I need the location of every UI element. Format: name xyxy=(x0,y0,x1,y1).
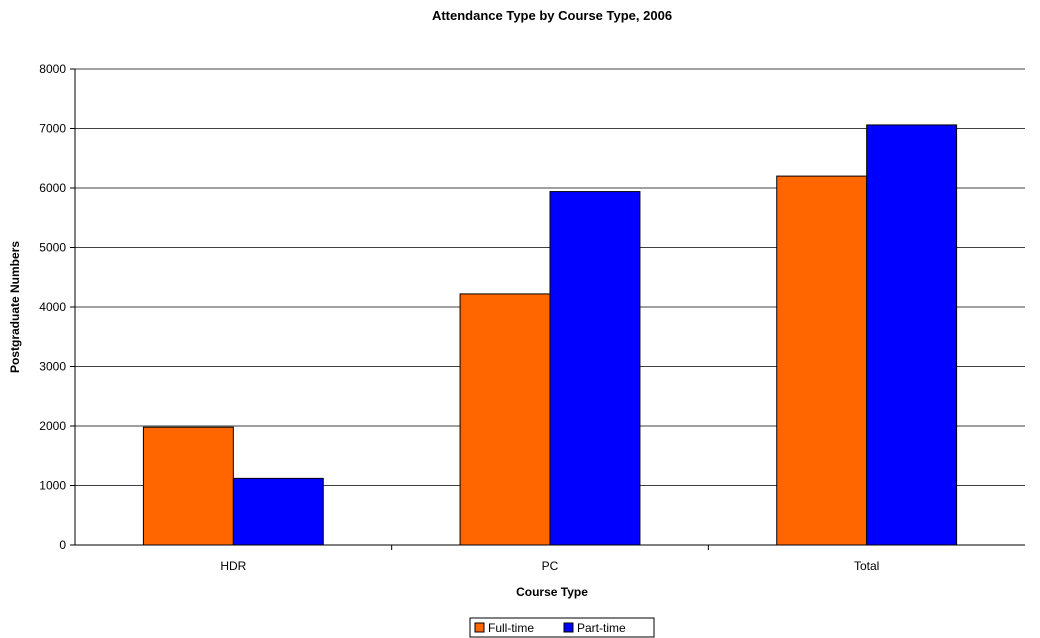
legend-label: Part-time xyxy=(577,621,626,635)
y-axis-ticks: 0 1000 2000 3000 4000 5000 6000 7000 8000 xyxy=(39,62,75,552)
x-axis-title: Course Type xyxy=(516,585,588,599)
y-tick-label: 8000 xyxy=(39,62,66,76)
bar-full-time-pc xyxy=(459,293,551,546)
y-tick-label: 5000 xyxy=(39,241,66,255)
y-tick-label: 6000 xyxy=(39,181,66,195)
bars xyxy=(142,124,958,546)
legend-swatch xyxy=(563,622,574,633)
bar-full-time-total xyxy=(776,175,868,546)
y-tick-label: 3000 xyxy=(39,360,66,374)
y-axis-title: Postgraduate Numbers xyxy=(8,241,22,373)
y-tick-label: 2000 xyxy=(39,419,66,433)
bar-part-time-total xyxy=(866,124,958,546)
y-tick-label: 0 xyxy=(59,538,66,552)
x-axis-ticks: HDR PC Total xyxy=(220,545,879,573)
x-tick-label: Total xyxy=(854,559,879,573)
legend-box xyxy=(469,617,655,638)
x-tick-label: HDR xyxy=(220,559,246,573)
y-tick-label: 7000 xyxy=(39,122,66,136)
chart-title: Attendance Type by Course Type, 2006 xyxy=(432,8,672,23)
x-tick-label: PC xyxy=(542,559,559,573)
bar-part-time-pc xyxy=(549,191,641,546)
bar-part-time-hdr xyxy=(232,477,324,546)
legend: Full-time Part-time xyxy=(469,617,655,638)
y-tick-label: 1000 xyxy=(39,479,66,493)
legend-swatch xyxy=(474,622,485,633)
legend-label: Full-time xyxy=(488,621,534,635)
y-tick-label: 4000 xyxy=(39,300,66,314)
bar-full-time-hdr xyxy=(142,426,234,546)
